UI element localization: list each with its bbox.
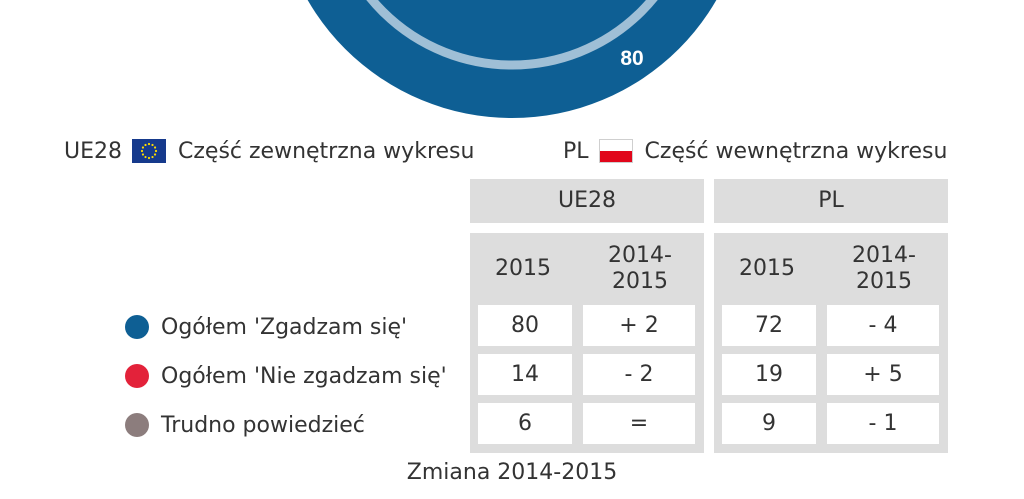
- cell-disagree-pl-2015: 19: [722, 354, 816, 395]
- eu-flag-star: [141, 153, 145, 156]
- cell-agree-pl-change: - 4: [827, 305, 939, 346]
- cell-agree-pl-2015: 72: [722, 305, 816, 346]
- header-group-pl: [714, 179, 948, 223]
- header-group-ue28: [470, 179, 704, 223]
- cell-disagree-ue28-2015: 14: [478, 354, 572, 395]
- eu-flag-star: [151, 155, 154, 159]
- inner-ring-separator: [366, 0, 658, 70]
- header-group-ue28-label: UE28: [558, 188, 616, 213]
- legend-outer-code: UE28: [64, 138, 122, 164]
- legend-inner-text: Część wewnętrzna wykresu: [644, 138, 948, 164]
- row-label-agree: Ogółem 'Zgadzam się': [125, 305, 407, 349]
- cell-dont-know-pl-change: - 1: [827, 403, 939, 444]
- col-header-pl-2015: 2015: [739, 256, 795, 281]
- outer-ring-value-label: 80: [620, 47, 643, 70]
- legend-outer-text: Część zewnętrzna wykresu: [178, 138, 475, 164]
- row-label-disagree-text: Ogółem 'Nie zgadzam się': [161, 363, 447, 389]
- pl-flag-icon: [598, 139, 633, 163]
- row-label-agree-text: Ogółem 'Zgadzam się': [161, 314, 408, 340]
- footer-caption: Zmiana 2014-2015: [406, 460, 618, 485]
- legend-outer: UE28 Część zewnętrzna wykresu: [64, 135, 474, 167]
- legend-inner: PL Część wewnętrzna wykresu: [563, 135, 947, 167]
- agree-dot-icon: [125, 315, 149, 339]
- cell-agree-ue28-2015: 80: [478, 305, 572, 346]
- row-label-disagree: Ogółem 'Nie zgadzam się': [125, 354, 447, 398]
- eu-flag-star: [153, 146, 157, 149]
- cell-disagree-pl-change: + 5: [827, 354, 939, 395]
- outer-ring-ue28: [307, 0, 717, 118]
- eu-flag-star: [147, 156, 151, 160]
- col-header-ue28-2015: 2015: [495, 256, 551, 281]
- cell-dont-know-pl-2015: 9: [722, 403, 816, 444]
- cell-dont-know-ue28-change: =: [583, 403, 695, 444]
- row-label-dont-know-text: Trudno powiedzieć: [161, 412, 365, 438]
- eu-flag-star: [153, 153, 157, 156]
- eu-flag-icon: [132, 139, 166, 163]
- header-group-pl-label: PL: [818, 188, 844, 213]
- donut-chart: 80: [307, 0, 717, 118]
- cell-dont-know-ue28-2015: 6: [478, 403, 572, 444]
- cell-agree-ue28-change: + 2: [583, 305, 695, 346]
- eu-flag-star: [141, 146, 145, 149]
- eu-flag-star: [154, 149, 158, 153]
- eu-flag-star: [140, 149, 144, 153]
- cell-disagree-ue28-change: - 2: [583, 354, 695, 395]
- col-header-pl-change: 2014- 2015: [852, 243, 916, 294]
- disagree-dot-icon: [125, 364, 149, 388]
- eu-flag-star: [144, 143, 147, 147]
- eu-flag-star: [151, 143, 154, 147]
- eu-flag-star: [144, 155, 147, 159]
- row-label-dont-know: Trudno powiedzieć: [125, 403, 365, 447]
- legend-inner-code: PL: [563, 138, 589, 164]
- eu-flag-star: [147, 142, 151, 146]
- dont-know-dot-icon: [125, 413, 149, 437]
- col-header-ue28-change: 2014- 2015: [608, 243, 672, 294]
